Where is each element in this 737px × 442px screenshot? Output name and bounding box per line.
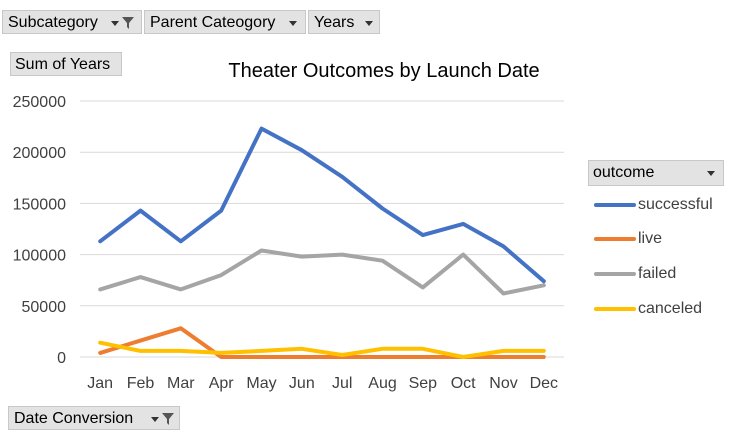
y-tick-label: 50000 (22, 299, 67, 316)
x-tick-label: Dec (530, 375, 558, 392)
parent-category-filter-button[interactable]: Parent Cateogory (144, 10, 306, 34)
chart-title: Theater Outcomes by Launch Date (228, 60, 539, 82)
legend-label-live: live (638, 230, 663, 247)
legend-filter-button[interactable]: outcome (588, 160, 724, 186)
y-axis-tick-labels: 0 50000 100000 150000 200000 250000 (13, 94, 66, 367)
series-line-canceled (98, 340, 546, 359)
x-tick-label: Nov (489, 375, 517, 392)
sum-of-years-field-button[interactable]: Sum of Years (10, 52, 122, 76)
x-tick-label: Feb (127, 375, 155, 392)
subcategory-filter-label: Subcategory (8, 14, 98, 31)
legend-header-label: outcome (593, 164, 655, 181)
y-tick-label: 100000 (13, 248, 66, 265)
years-filter-button[interactable]: Years (308, 10, 380, 34)
years-filter-label: Years (314, 14, 355, 31)
x-tick-label: Sep (409, 375, 438, 392)
x-tick-label: Jul (332, 375, 352, 392)
x-tick-label: Aug (368, 375, 396, 392)
gridlines (80, 100, 564, 358)
filter-icon (122, 17, 134, 29)
x-tick-label: Apr (209, 375, 235, 392)
series-lines (98, 126, 546, 359)
x-tick-label: Oct (451, 375, 476, 392)
legend-swatch-failed (594, 272, 636, 276)
series-line-failed (98, 248, 546, 296)
x-tick-label: May (246, 375, 276, 392)
y-tick-label: 200000 (13, 145, 66, 162)
x-tick-label: Mar (167, 375, 195, 392)
x-tick-label: Jun (289, 375, 315, 392)
legend-label-successful: successful (638, 196, 713, 213)
legend-label-failed: failed (638, 265, 677, 282)
legend-swatch-canceled (594, 307, 636, 311)
date-conversion-label: Date Conversion (14, 410, 134, 427)
x-axis-tick-labels: Jan Feb Mar Apr May Jun Jul Aug Sep Oct Nov Dec (87, 375, 558, 392)
chevron-down-icon (111, 21, 119, 26)
subcategory-filter-button[interactable]: Subcategory (2, 10, 142, 34)
x-tick-label: Jan (87, 375, 113, 392)
legend-swatch-successful (594, 203, 636, 207)
y-tick-label: 150000 (13, 196, 66, 213)
filter-icon (162, 413, 174, 425)
chevron-down-icon (707, 171, 715, 176)
date-conversion-filter-button[interactable]: Date Conversion (8, 406, 180, 430)
y-tick-label: 250000 (13, 94, 66, 111)
y-tick-label: 0 (57, 350, 66, 367)
series-line-successful (98, 126, 546, 284)
parent-category-filter-label: Parent Cateogory (150, 14, 276, 31)
chevron-down-icon (151, 417, 159, 422)
sum-of-years-label: Sum of Years (15, 56, 111, 73)
chevron-down-icon (289, 21, 297, 26)
legend-label-canceled: canceled (638, 300, 703, 317)
chevron-down-icon (365, 21, 373, 26)
legend-swatch-live (594, 237, 636, 241)
